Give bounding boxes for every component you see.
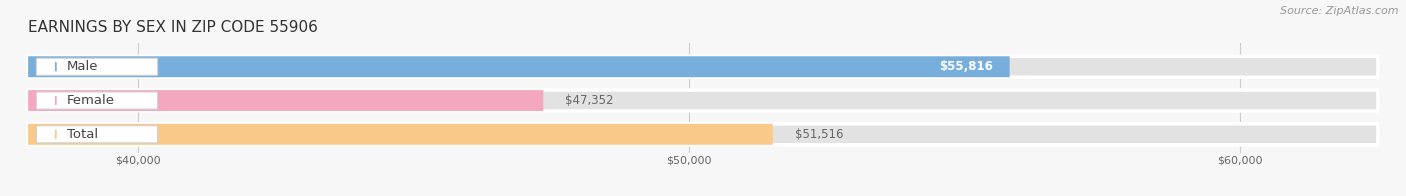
Text: Total: Total — [66, 128, 98, 141]
Text: Source: ZipAtlas.com: Source: ZipAtlas.com — [1281, 6, 1399, 16]
FancyBboxPatch shape — [28, 124, 773, 145]
FancyBboxPatch shape — [28, 124, 1378, 145]
Text: Female: Female — [66, 94, 115, 107]
FancyBboxPatch shape — [37, 126, 157, 143]
Text: EARNINGS BY SEX IN ZIP CODE 55906: EARNINGS BY SEX IN ZIP CODE 55906 — [28, 20, 318, 35]
FancyBboxPatch shape — [28, 56, 1010, 77]
FancyBboxPatch shape — [28, 90, 543, 111]
Text: $55,816: $55,816 — [939, 60, 993, 73]
Text: $51,516: $51,516 — [794, 128, 844, 141]
FancyBboxPatch shape — [28, 56, 1378, 77]
FancyBboxPatch shape — [37, 58, 157, 75]
Text: Male: Male — [66, 60, 98, 73]
FancyBboxPatch shape — [37, 92, 157, 109]
FancyBboxPatch shape — [28, 90, 1378, 111]
Text: $47,352: $47,352 — [565, 94, 614, 107]
